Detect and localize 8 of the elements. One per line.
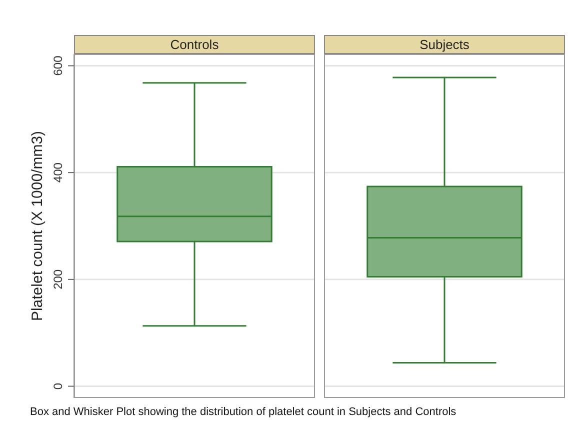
x-tick-label: Controls	[74, 35, 315, 54]
text: Box and Whisker Plot showing the distribution of platelet count in Subjects and Controls	[30, 406, 456, 418]
y-tick-label: 200	[51, 269, 65, 290]
y-tick-label: 400	[51, 162, 65, 183]
y-tick-label: 600	[51, 55, 65, 76]
x-tick-label: Subjects	[324, 35, 565, 54]
y-axis-title: Platelet count (X 1000/mm3)	[28, 130, 47, 324]
y-tick-label: 0	[51, 382, 65, 390]
